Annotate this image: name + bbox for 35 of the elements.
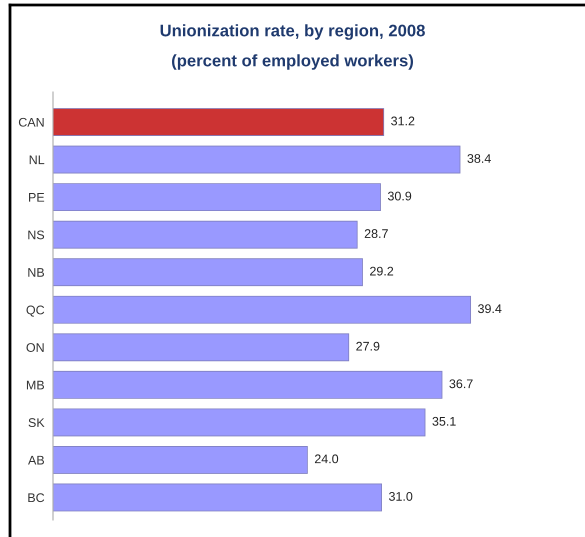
bar bbox=[53, 183, 381, 212]
bar bbox=[53, 446, 308, 474]
data-label: 39.4 bbox=[478, 304, 502, 314]
y-tick-label: MB bbox=[26, 380, 44, 390]
chart-subtitle: (percent of employed workers) bbox=[172, 54, 414, 70]
data-label: 31.2 bbox=[391, 116, 414, 126]
bar bbox=[53, 258, 363, 286]
y-tick-label: NS bbox=[28, 230, 44, 240]
bar bbox=[53, 484, 382, 512]
y-tick-label: ON bbox=[26, 343, 44, 352]
y-tick-label: QC bbox=[26, 306, 44, 317]
y-tick-label: PE bbox=[29, 193, 44, 202]
bar bbox=[53, 108, 384, 136]
chart-title: Unionization rate, by region, 2008 bbox=[160, 24, 425, 40]
bar bbox=[53, 333, 350, 362]
data-label: 38.4 bbox=[467, 154, 491, 163]
bar bbox=[53, 146, 460, 174]
y-tick-label: BC bbox=[28, 493, 44, 502]
bar bbox=[53, 220, 358, 249]
data-label: 24.0 bbox=[314, 454, 338, 464]
data-label: 36.7 bbox=[449, 379, 473, 388]
y-tick-label: AB bbox=[28, 456, 44, 464]
bar bbox=[53, 296, 472, 324]
data-label: 29.2 bbox=[370, 266, 394, 276]
data-label: 35.1 bbox=[432, 416, 456, 426]
bar bbox=[53, 370, 442, 399]
y-tick-label: NL bbox=[30, 156, 44, 164]
data-label: 30.9 bbox=[388, 192, 412, 200]
bar bbox=[53, 408, 426, 436]
data-label: 31.0 bbox=[388, 492, 412, 501]
y-tick-label: NB bbox=[28, 268, 44, 277]
y-tick-label: CAN bbox=[18, 118, 44, 127]
y-tick-label: SK bbox=[28, 418, 45, 428]
data-label: 28.7 bbox=[364, 229, 388, 238]
data-label: 27.9 bbox=[356, 342, 380, 351]
